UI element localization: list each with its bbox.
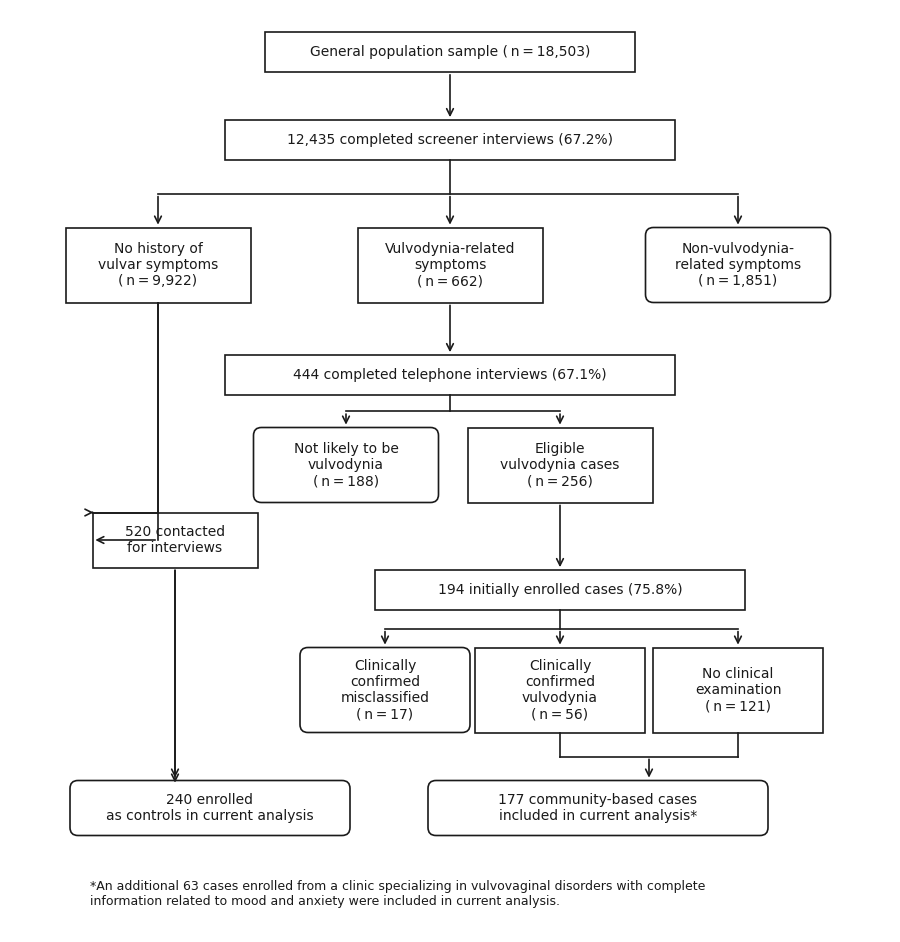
Bar — [375, 570, 745, 610]
Text: 12,435 completed screener interviews (67.2%): 12,435 completed screener interviews (67… — [287, 133, 613, 147]
FancyBboxPatch shape — [300, 647, 470, 733]
Text: Eligible
vulvodynia cases
( n = 256): Eligible vulvodynia cases ( n = 256) — [500, 442, 620, 488]
Bar — [225, 355, 675, 395]
FancyBboxPatch shape — [645, 228, 831, 302]
Text: No history of
vulvar symptoms
( n = 9,922): No history of vulvar symptoms ( n = 9,92… — [98, 242, 218, 288]
Text: Vulvodynia-related
symptoms
( n = 662): Vulvodynia-related symptoms ( n = 662) — [385, 242, 515, 288]
Bar — [66, 228, 250, 302]
FancyBboxPatch shape — [428, 781, 768, 836]
Text: 194 initially enrolled cases (75.8%): 194 initially enrolled cases (75.8%) — [437, 583, 682, 597]
Text: Clinically
confirmed
vulvodynia
( n = 56): Clinically confirmed vulvodynia ( n = 56… — [522, 658, 598, 722]
Text: 520 contacted
for interviews: 520 contacted for interviews — [125, 525, 225, 555]
Text: *An additional 63 cases enrolled from a clinic specializing in vulvovaginal diso: *An additional 63 cases enrolled from a … — [90, 880, 706, 908]
FancyBboxPatch shape — [70, 781, 350, 836]
Text: Clinically
confirmed
misclassified
( n = 17): Clinically confirmed misclassified ( n =… — [340, 658, 429, 722]
Text: Non-vulvodynia-
related symptoms
( n = 1,851): Non-vulvodynia- related symptoms ( n = 1… — [675, 242, 801, 288]
Bar — [265, 32, 635, 72]
Bar — [225, 120, 675, 160]
Text: 444 completed telephone interviews (67.1%): 444 completed telephone interviews (67.1… — [293, 368, 607, 382]
Bar — [475, 647, 645, 733]
Text: Not likely to be
vulvodynia
( n = 188): Not likely to be vulvodynia ( n = 188) — [293, 442, 399, 488]
Bar — [467, 428, 652, 502]
Text: General population sample ( n = 18,503): General population sample ( n = 18,503) — [310, 45, 590, 59]
Bar — [653, 647, 823, 733]
Text: No clinical
examination
( n = 121): No clinical examination ( n = 121) — [695, 667, 781, 713]
Text: 177 community-based cases
included in current analysis*: 177 community-based cases included in cu… — [499, 793, 698, 823]
Text: 240 enrolled
as controls in current analysis: 240 enrolled as controls in current anal… — [106, 793, 314, 823]
Bar — [357, 228, 543, 302]
FancyBboxPatch shape — [254, 428, 438, 502]
Bar — [93, 512, 257, 567]
